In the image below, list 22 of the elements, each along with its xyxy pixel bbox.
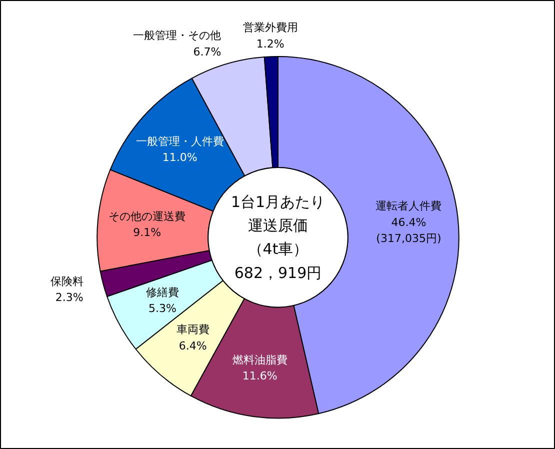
data-label: 5.3% <box>148 302 176 316</box>
slice-label: 保険料 <box>50 274 84 288</box>
data-label: 1.2% <box>256 37 284 50</box>
data-label: 6.4% <box>178 339 207 352</box>
slice-label: 燃料油脂費 <box>232 353 288 366</box>
slice-label: 車両費 <box>176 323 210 336</box>
data-label: 2.3% <box>55 291 84 304</box>
slice-label: 一般管理・その他 <box>133 29 222 42</box>
text: 1台1月あたり <box>230 192 326 211</box>
text: 682，919円 <box>234 264 322 282</box>
slice-label: その他の運送費 <box>108 210 186 223</box>
data-label: 46.4% (317,035円) <box>376 216 442 246</box>
slice-label: 修繕費 <box>146 286 180 299</box>
text: 運送原価 <box>248 216 308 235</box>
slice-label: 営業外費用 <box>242 21 298 34</box>
data-label: 6.7% <box>193 45 222 58</box>
slice-label: 一般管理・人件費 <box>136 134 224 148</box>
data-label: 11.6% <box>242 370 278 383</box>
data-label: 11.0% <box>162 151 198 164</box>
data-label: 9.1% <box>133 226 162 240</box>
slice-label: 運転者人件費 <box>376 200 442 213</box>
text: （4t車） <box>248 240 308 258</box>
